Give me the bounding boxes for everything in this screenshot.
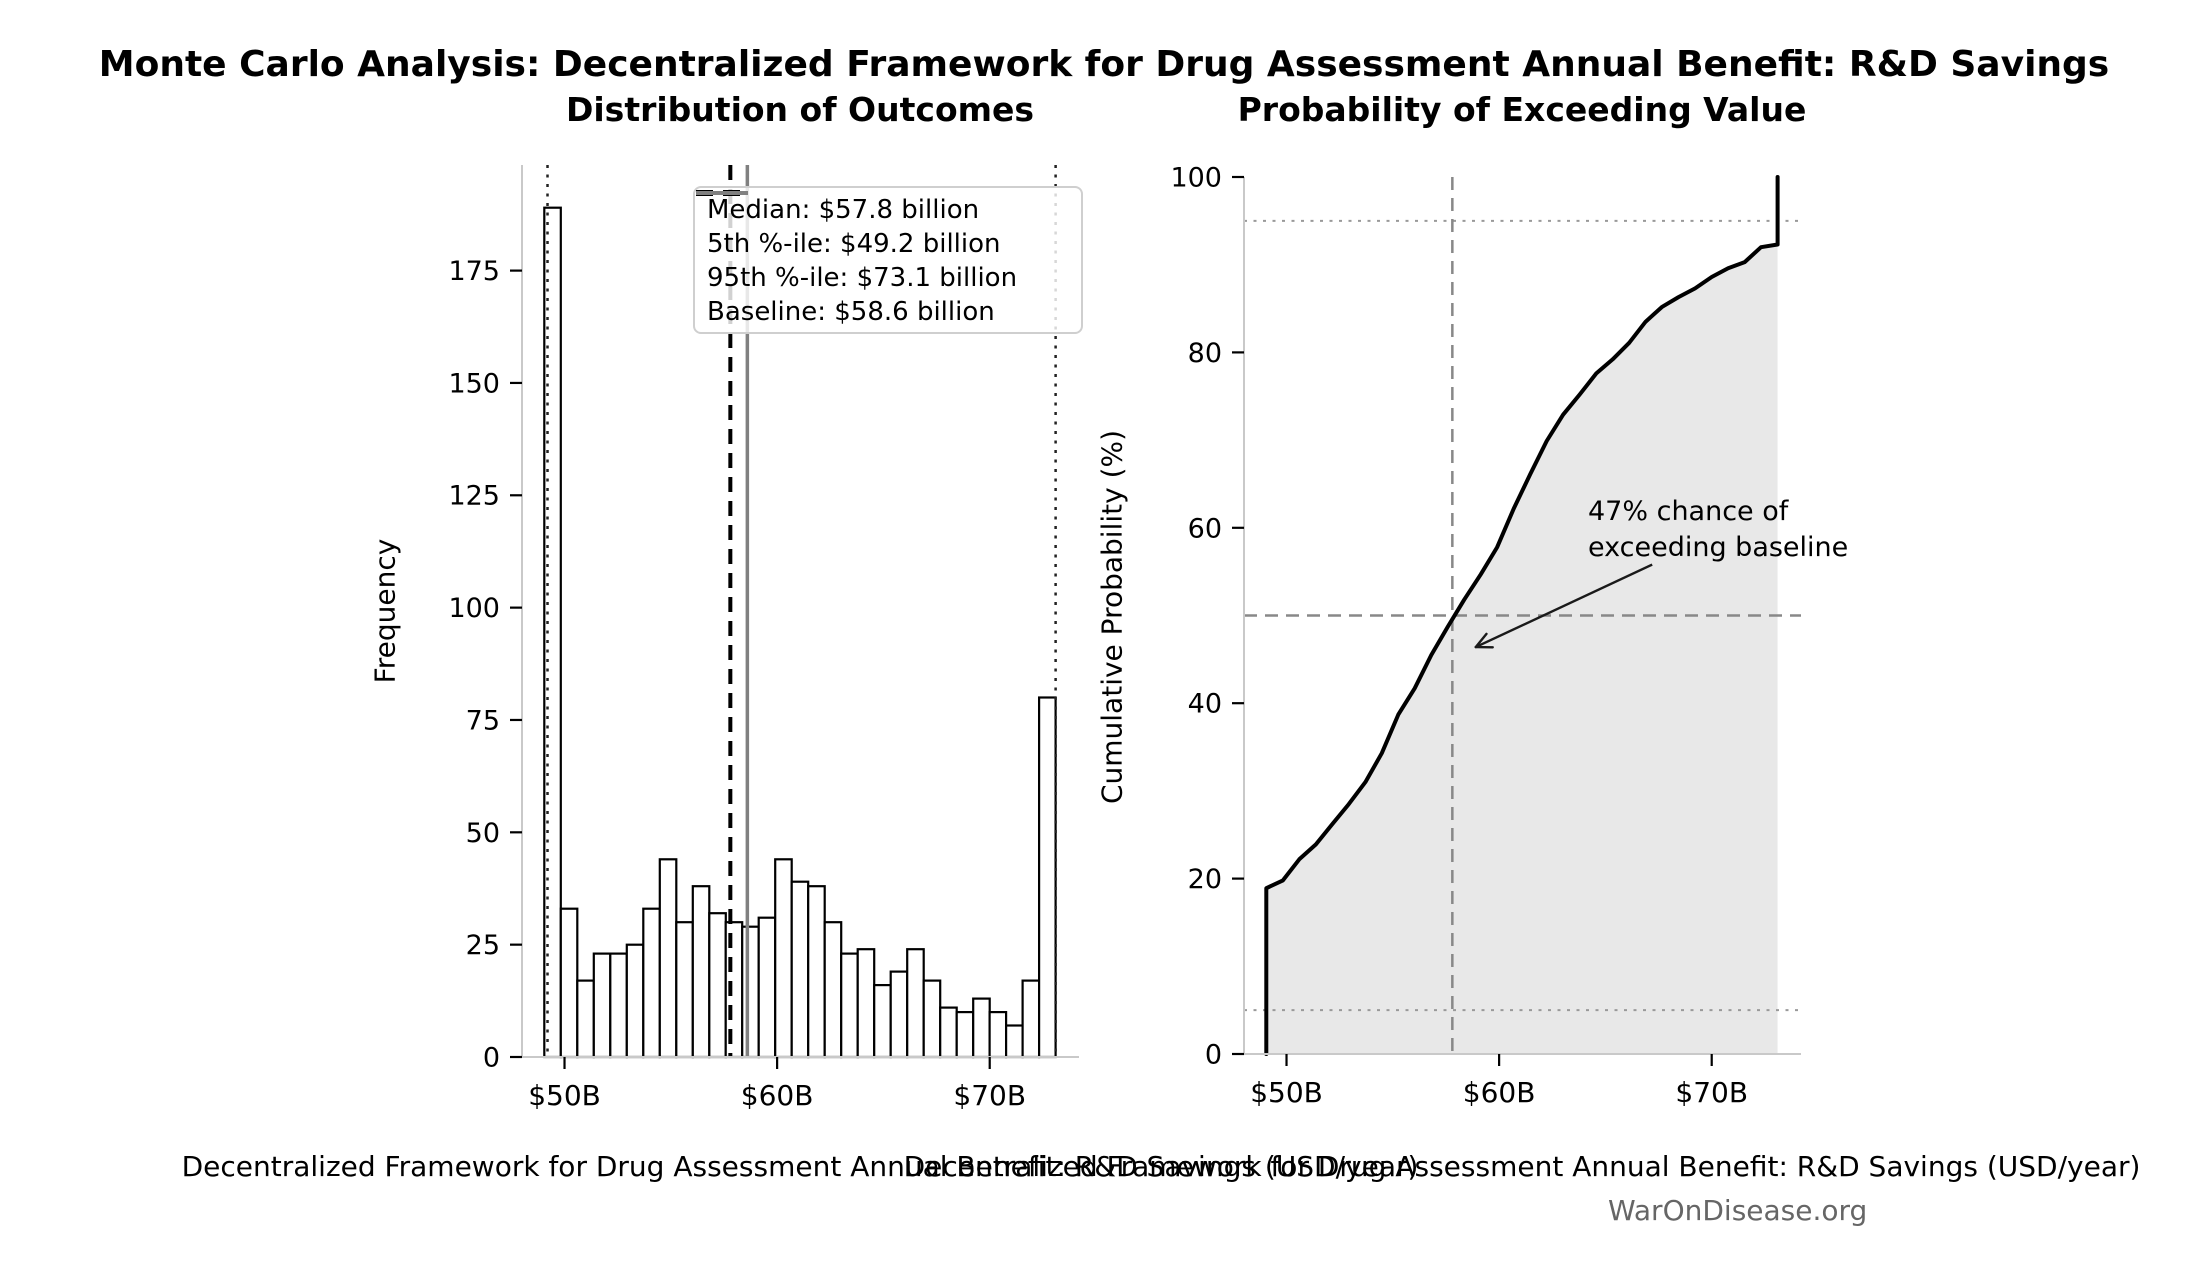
y-tick-label: 50 <box>466 818 500 849</box>
annotation-line-1: 47% chance of <box>1588 496 1789 527</box>
left-x-axis-label: Decentralized Framework for Drug Assessm… <box>181 1150 1419 1183</box>
legend-item-label: 5th %-ile: $49.2 billion <box>707 229 1001 259</box>
histogram-bar <box>922 979 942 1059</box>
watermark: WarOnDisease.org <box>1608 1194 1868 1227</box>
y-tick-label: 100 <box>1170 162 1222 193</box>
right-x-axis-label: Decentralized Framework for Drug Assessm… <box>903 1150 2141 1183</box>
left-chart-title: Distribution of Outcomes <box>565 90 1035 129</box>
histogram-bar <box>972 997 991 1059</box>
cdf-curve <box>1264 175 1780 1056</box>
x-tick-label: $70B <box>1675 1076 1748 1109</box>
legend-line-sample-solid <box>696 191 748 195</box>
legend-item-label: Baseline: $58.6 billion <box>707 297 995 327</box>
histogram-bar <box>939 1006 958 1059</box>
histogram-bar <box>741 925 760 1059</box>
histogram-bar <box>592 952 612 1059</box>
histogram-bar <box>675 921 694 1059</box>
y-tick-label: 25 <box>466 930 500 961</box>
y-tick-label: 175 <box>448 256 500 287</box>
right-chart-title: Probability of Exceeding Value <box>1237 90 1807 129</box>
x-tick-label: $50B <box>528 1079 601 1112</box>
histogram-bar <box>889 970 909 1059</box>
histogram-bar <box>774 858 793 1059</box>
histogram-bar <box>840 952 859 1059</box>
histogram-bar <box>955 1010 975 1059</box>
right-y-axis-label: Cumulative Probability (%) <box>1095 429 1129 805</box>
histogram-bar <box>823 921 843 1059</box>
legend-item: Baseline: $58.6 billion <box>695 191 1081 329</box>
histogram-bar <box>757 916 777 1059</box>
legend-item-label: Median: $57.8 billion <box>707 195 980 225</box>
y-tick-label: 60 <box>1188 513 1222 544</box>
histogram-bar <box>691 885 711 1059</box>
histogram-bar <box>1021 979 1041 1059</box>
histogram-bar <box>576 979 595 1059</box>
y-tick-label: 0 <box>1205 1039 1222 1070</box>
y-tick-label: 40 <box>1188 689 1222 720</box>
legend-item: 95th %-ile: $73.1 billion <box>695 191 1081 295</box>
histogram-bar <box>642 907 661 1059</box>
histogram-bar <box>708 912 727 1059</box>
annotation-arrow-shaft <box>1475 563 1653 649</box>
legend-item: 5th %-ile: $49.2 billion <box>695 191 1081 261</box>
histogram-bar <box>1037 696 1057 1059</box>
left-y-axis-label: Frequency <box>368 538 402 684</box>
histogram-bar <box>625 943 645 1059</box>
histogram-bar <box>609 952 628 1059</box>
y-tick-label: 0 <box>483 1042 500 1073</box>
histogram-bar <box>856 948 876 1059</box>
histogram-bar <box>807 885 826 1059</box>
y-tick-label: 75 <box>466 705 500 736</box>
y-tick-label: 150 <box>448 368 500 399</box>
legend-item: Median: $57.8 billion <box>695 190 1081 227</box>
annotation-text: 47% chance of exceeding baseline <box>1588 494 1848 566</box>
y-tick-label: 20 <box>1188 864 1222 895</box>
histogram-bar <box>790 880 810 1059</box>
histogram-bar <box>988 1010 1008 1059</box>
histogram-bar <box>724 921 744 1059</box>
x-tick-label: $60B <box>1463 1076 1536 1109</box>
x-tick-label: $70B <box>953 1079 1026 1112</box>
annotation-arrow-head <box>1474 632 1488 649</box>
y-tick-label: 125 <box>448 481 500 512</box>
legend-item-label: 95th %-ile: $73.1 billion <box>707 263 1018 293</box>
histogram-bar <box>559 907 579 1059</box>
histogram-bar <box>658 858 678 1059</box>
histogram-bar <box>873 983 892 1059</box>
legend: Median: $57.8 billion 5th %-ile: $49.2 bi… <box>693 186 1083 334</box>
x-tick-label: $60B <box>741 1079 814 1112</box>
histogram-bar <box>906 948 925 1059</box>
y-tick-label: 80 <box>1188 338 1222 369</box>
x-tick-label: $50B <box>1250 1076 1323 1109</box>
histogram-bar <box>1004 1024 1024 1059</box>
annotation-line-2: exceeding baseline <box>1588 532 1849 563</box>
figure-suptitle: Monte Carlo Analysis: Decentralized Fram… <box>98 44 2110 85</box>
y-tick-label: 100 <box>448 593 500 624</box>
